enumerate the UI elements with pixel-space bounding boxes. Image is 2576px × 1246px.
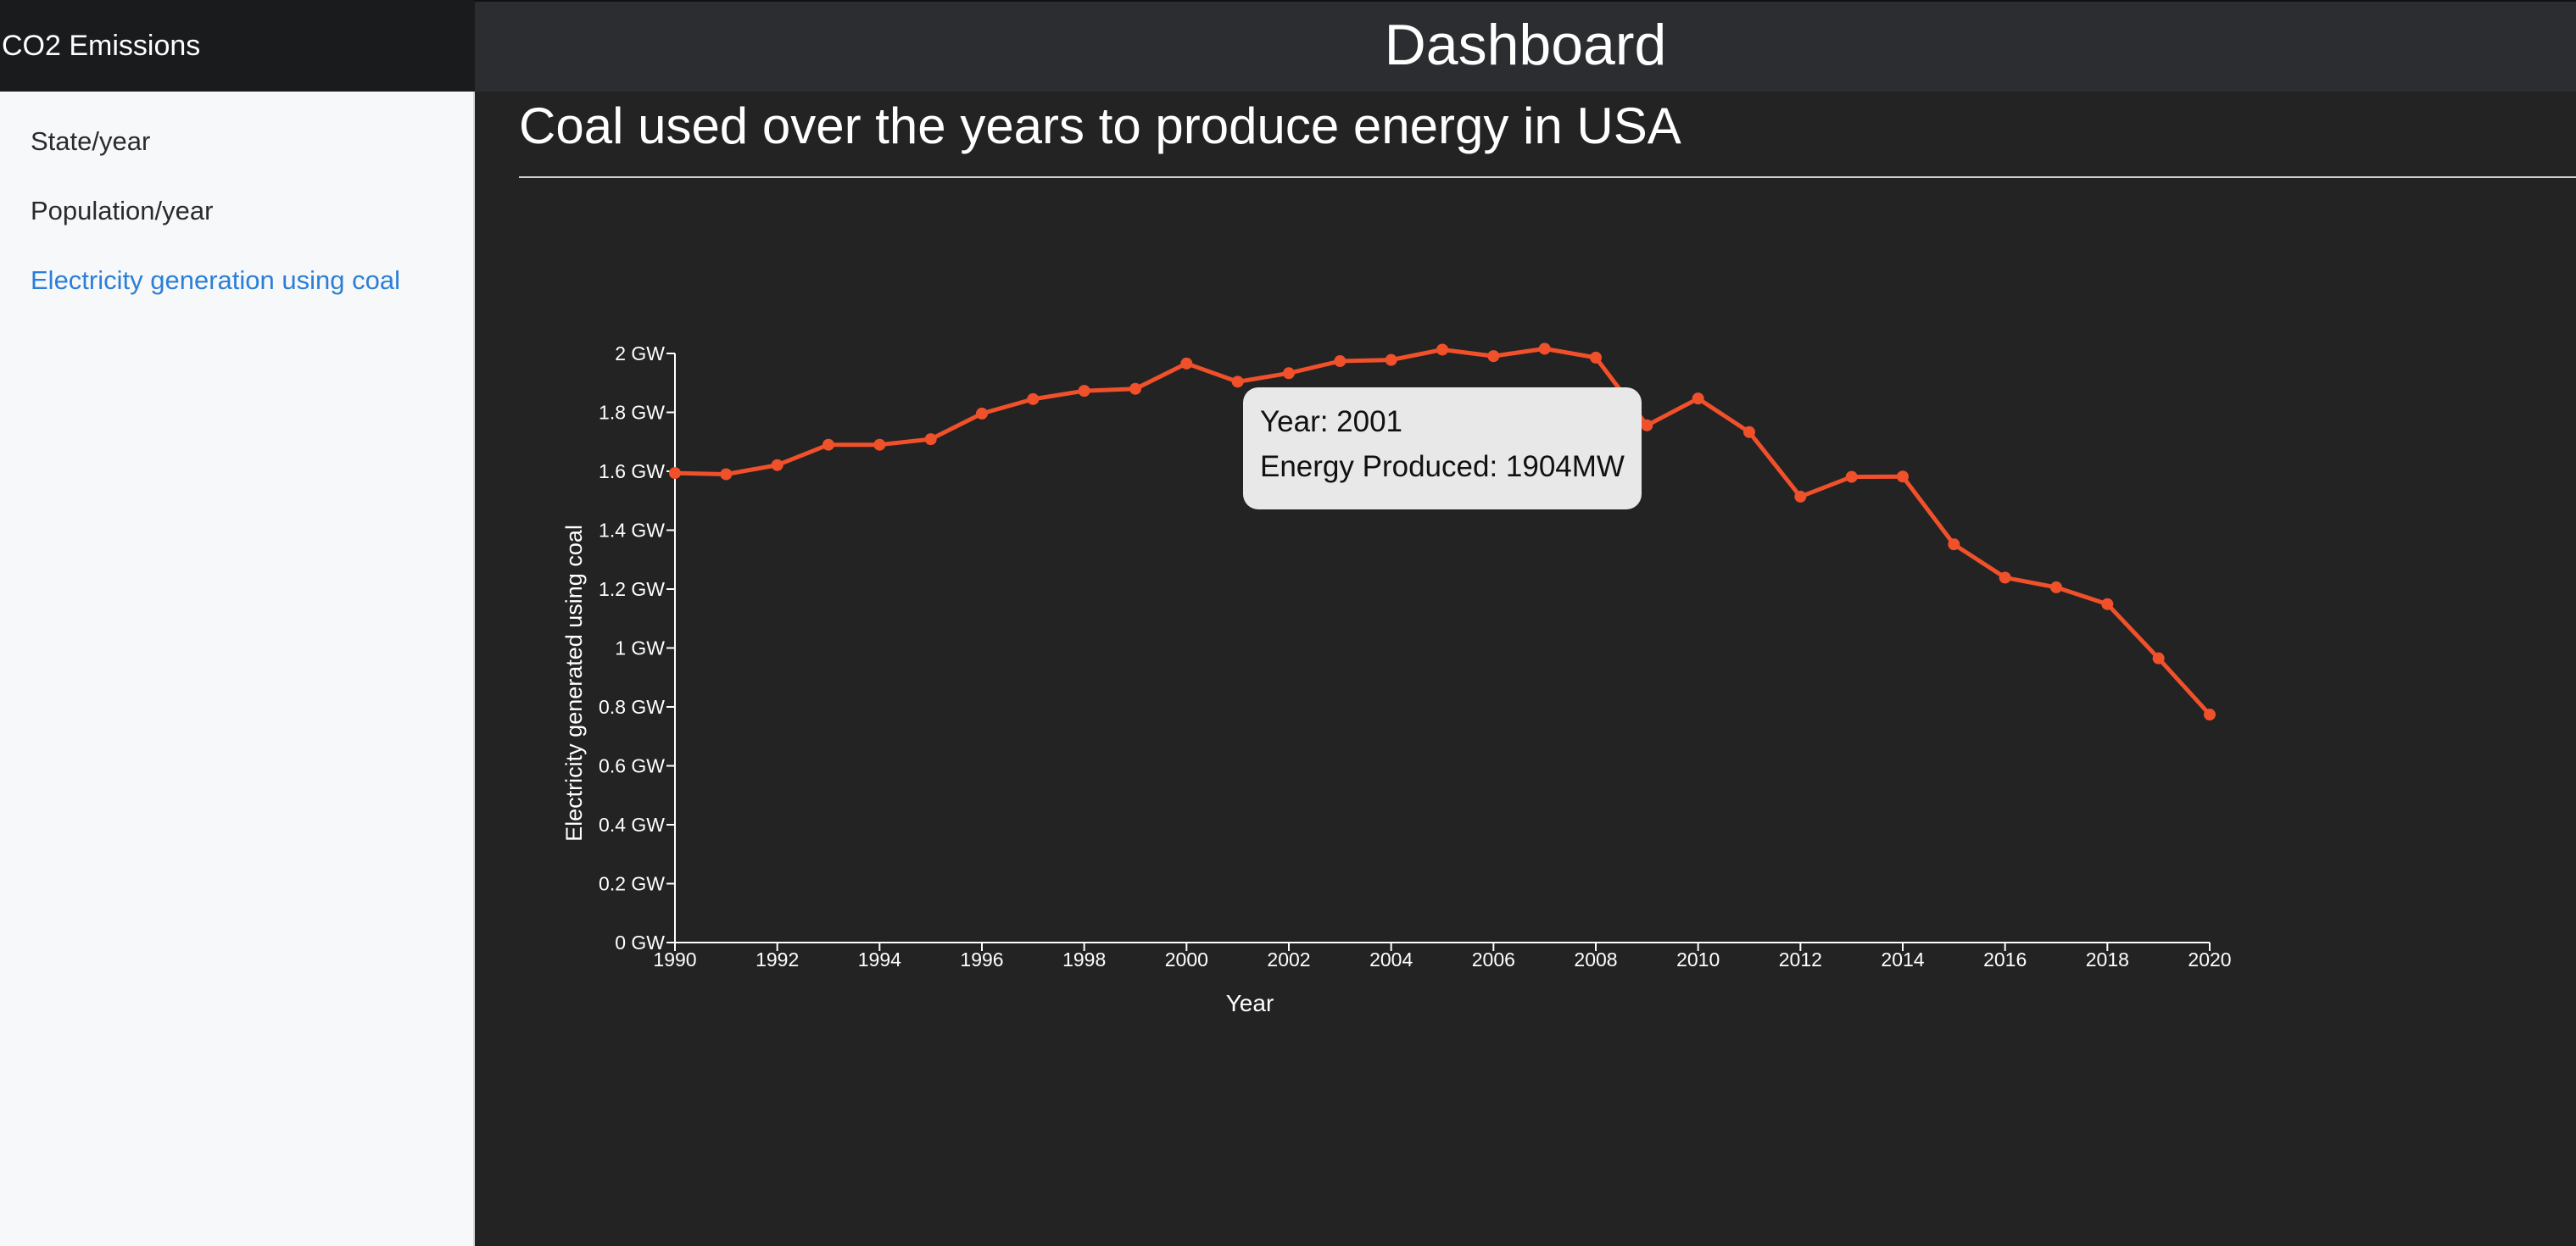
data-point[interactable] <box>1283 367 1295 380</box>
data-point[interactable] <box>1231 375 1244 388</box>
sidebar: State/year Population/year Electricity g… <box>0 92 475 1246</box>
sidebar-item-electricity-coal[interactable]: Electricity generation using coal <box>31 265 400 295</box>
data-point[interactable] <box>1027 392 1040 405</box>
x-tick-label: 1992 <box>756 948 799 971</box>
data-point[interactable] <box>924 433 937 446</box>
y-tick-label: 1 GW <box>615 637 665 659</box>
data-point[interactable] <box>2101 598 2114 610</box>
x-tick-label: 1998 <box>1062 948 1106 971</box>
data-point[interactable] <box>1487 350 1500 363</box>
data-point[interactable] <box>2204 709 2216 721</box>
x-axis-label: Year <box>1226 990 1274 1016</box>
data-points <box>669 342 2216 721</box>
data-point[interactable] <box>2050 581 2062 593</box>
x-tick-label: 2018 <box>2086 948 2129 971</box>
data-point[interactable] <box>1180 357 1193 370</box>
x-tick-label: 2012 <box>1779 948 1822 971</box>
data-point[interactable] <box>1334 355 1347 368</box>
data-point[interactable] <box>1897 470 1909 483</box>
data-point[interactable] <box>1845 470 1858 483</box>
y-tick-label: 2 GW <box>615 342 665 364</box>
data-point[interactable] <box>1538 342 1551 355</box>
x-tick-label: 2008 <box>1574 948 1617 971</box>
y-tick-label: 1.4 GW <box>599 520 665 542</box>
y-tick-label: 0.6 GW <box>599 755 665 777</box>
y-axis-label: Electricity generated using coal <box>561 525 587 842</box>
x-tick-label: 2000 <box>1165 948 1208 971</box>
x-tick-label: 2014 <box>1881 948 1924 971</box>
data-point[interactable] <box>1641 419 1653 431</box>
x-tick-label: 2006 <box>1472 948 1515 971</box>
x-tick-label: 2016 <box>1983 948 2027 971</box>
top-bar: Dashboard <box>475 0 2576 92</box>
x-tick-label: 2004 <box>1369 948 1413 971</box>
data-point[interactable] <box>822 438 834 451</box>
data-point[interactable] <box>1590 351 1602 364</box>
y-tick-label: 1.6 GW <box>599 460 665 482</box>
y-tick-label: 0.8 GW <box>599 696 665 718</box>
x-axis: 1990 1992 1994 1996 1998 2000 2002 2004 2006 2008… <box>653 942 2232 971</box>
sidebar-item-population-year[interactable]: Population/year <box>31 196 214 225</box>
y-tick-label: 0.2 GW <box>599 873 665 895</box>
y-tick-label: 1.2 GW <box>599 578 665 600</box>
app-brand[interactable]: CO2 Emissions <box>0 0 475 92</box>
y-axis: 0 GW 0.2 GW 0.4 GW 0.6 GW 0.8 GW 1 GW 1.2 GW 1.… <box>599 342 676 954</box>
tooltip-year: Year: 2001 <box>1260 405 1403 438</box>
data-point[interactable] <box>1078 385 1090 398</box>
data-point[interactable] <box>1999 571 2011 584</box>
dashboard-title: Dashboard <box>1384 13 1667 77</box>
x-tick-label: 1996 <box>960 948 1003 971</box>
data-point[interactable] <box>1129 382 1141 395</box>
data-point[interactable] <box>720 468 733 481</box>
x-tick-label: 2020 <box>2188 948 2231 971</box>
data-point[interactable] <box>2152 652 2165 665</box>
heading-divider <box>519 176 2576 178</box>
data-point[interactable] <box>976 407 988 420</box>
y-tick-label: 0 GW <box>615 932 665 954</box>
data-point[interactable] <box>1385 353 1397 366</box>
data-point[interactable] <box>1948 538 1960 551</box>
y-tick-label: 1.8 GW <box>599 402 665 424</box>
data-point[interactable] <box>1794 490 1807 503</box>
data-point[interactable] <box>1743 426 1755 438</box>
data-tooltip: Year: 2001 Energy Produced: 1904MW <box>1243 387 1642 509</box>
x-tick-label: 2010 <box>1676 948 1720 971</box>
x-tick-label: 1994 <box>858 948 901 971</box>
tooltip-energy: Energy Produced: 1904MW <box>1260 450 1625 483</box>
data-point[interactable] <box>771 459 783 471</box>
data-point[interactable] <box>669 467 681 480</box>
data-point[interactable] <box>873 438 886 451</box>
sidebar-item-state-year[interactable]: State/year <box>31 126 151 156</box>
x-tick-label: 2002 <box>1267 948 1310 971</box>
y-tick-label: 0.4 GW <box>599 814 665 836</box>
data-point[interactable] <box>1692 392 1704 405</box>
page-heading: Coal used over the years to produce ener… <box>519 97 1681 154</box>
data-point[interactable] <box>1436 343 1448 356</box>
x-tick-label: 1990 <box>653 948 696 971</box>
